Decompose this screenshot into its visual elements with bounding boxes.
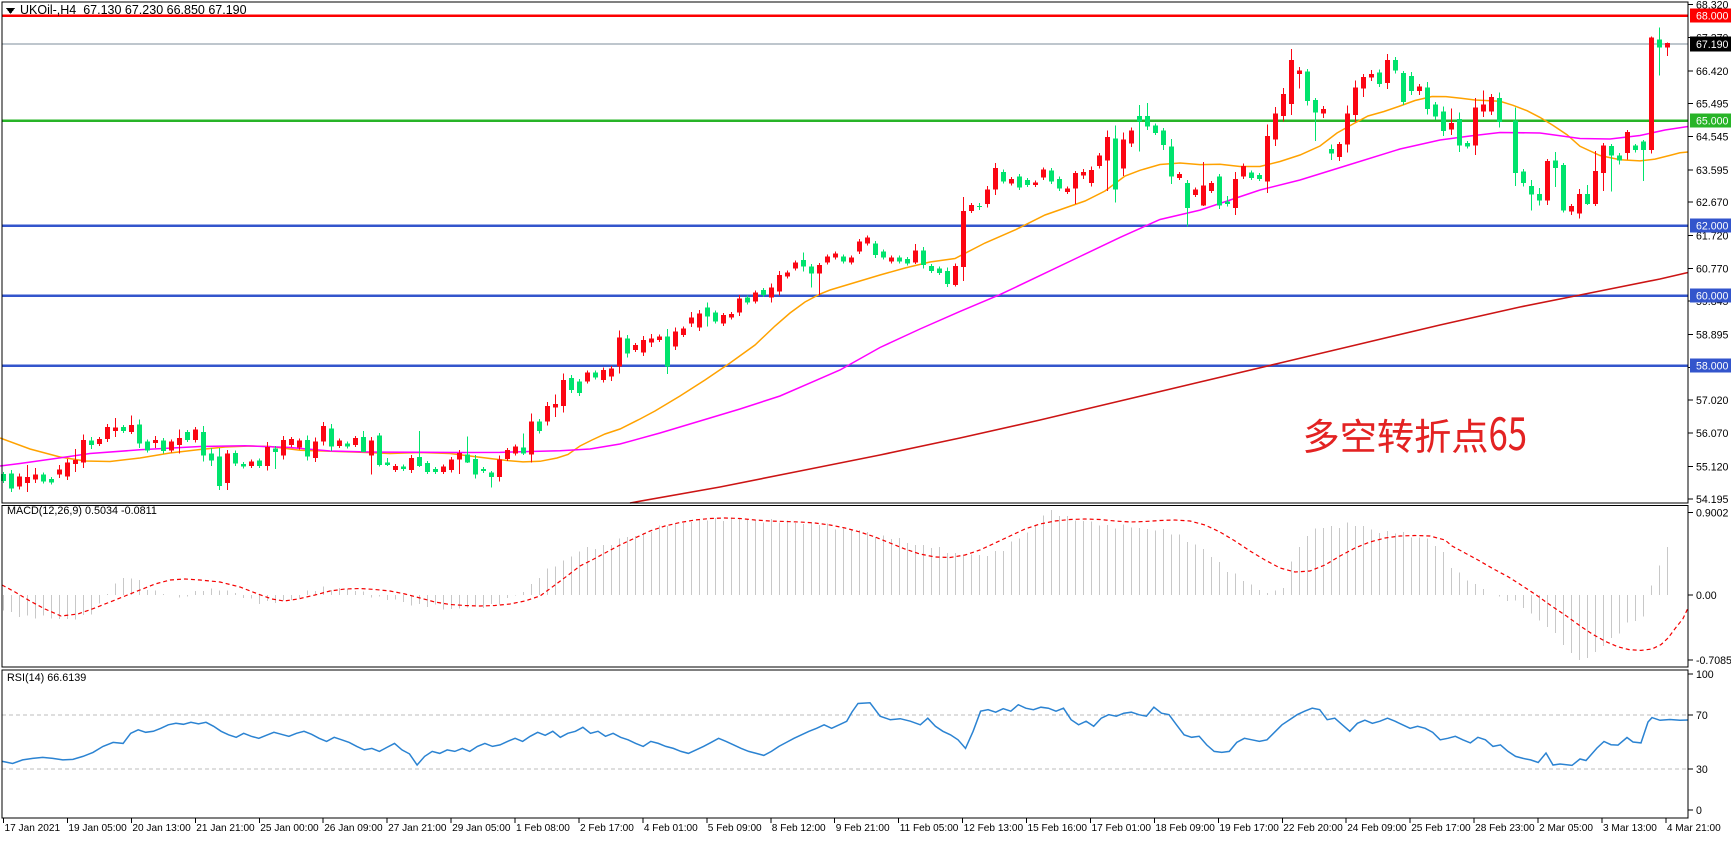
svg-text:4 Mar 21:00: 4 Mar 21:00 xyxy=(1667,823,1721,834)
svg-text:MACD(12,26,9) 0.5034 -0.0811: MACD(12,26,9) 0.5034 -0.0811 xyxy=(7,505,157,517)
svg-text:27 Jan 21:00: 27 Jan 21:00 xyxy=(388,823,447,834)
svg-text:1 Feb 08:00: 1 Feb 08:00 xyxy=(516,823,570,834)
svg-text:60.770: 60.770 xyxy=(1696,264,1729,276)
svg-text:22 Feb 20:00: 22 Feb 20:00 xyxy=(1283,823,1343,834)
svg-text:-0.7085: -0.7085 xyxy=(1696,655,1731,667)
svg-text:56.070: 56.070 xyxy=(1696,428,1729,440)
svg-text:12 Feb 13:00: 12 Feb 13:00 xyxy=(964,823,1024,834)
svg-text:100: 100 xyxy=(1696,669,1714,681)
svg-text:RSI(14) 66.6139: RSI(14) 66.6139 xyxy=(7,672,86,684)
svg-text:62.000: 62.000 xyxy=(1696,221,1729,233)
svg-text:21 Jan 21:00: 21 Jan 21:00 xyxy=(196,823,255,834)
svg-text:57.020: 57.020 xyxy=(1696,395,1729,407)
svg-text:64.545: 64.545 xyxy=(1696,132,1729,144)
svg-text:25 Jan 00:00: 25 Jan 00:00 xyxy=(260,823,319,834)
svg-text:18 Feb 09:00: 18 Feb 09:00 xyxy=(1155,823,1215,834)
svg-text:29 Jan 05:00: 29 Jan 05:00 xyxy=(452,823,511,834)
svg-text:60.000: 60.000 xyxy=(1696,291,1729,303)
svg-text:30: 30 xyxy=(1696,764,1708,776)
svg-text:0.00: 0.00 xyxy=(1696,590,1717,602)
svg-text:11 Feb 05:00: 11 Feb 05:00 xyxy=(900,823,959,834)
svg-text:54.195: 54.195 xyxy=(1696,494,1729,506)
svg-text:58.895: 58.895 xyxy=(1696,329,1729,341)
svg-text:9 Feb 21:00: 9 Feb 21:00 xyxy=(836,823,890,834)
svg-text:68.320: 68.320 xyxy=(1696,0,1729,12)
svg-text:24 Feb 09:00: 24 Feb 09:00 xyxy=(1347,823,1407,834)
svg-text:67.190: 67.190 xyxy=(1696,39,1729,51)
svg-text:65.495: 65.495 xyxy=(1696,98,1729,110)
svg-text:5 Feb 09:00: 5 Feb 09:00 xyxy=(708,823,762,834)
svg-text:61.720: 61.720 xyxy=(1696,231,1729,243)
svg-text:17 Jan 2021: 17 Jan 2021 xyxy=(5,823,61,834)
svg-text:15 Feb 16:00: 15 Feb 16:00 xyxy=(1028,823,1088,834)
svg-text:26 Jan 09:00: 26 Jan 09:00 xyxy=(324,823,383,834)
svg-text:20 Jan 13:00: 20 Jan 13:00 xyxy=(132,823,191,834)
svg-text:4 Feb 01:00: 4 Feb 01:00 xyxy=(644,823,698,834)
svg-text:58.000: 58.000 xyxy=(1696,361,1729,373)
svg-text:0.9002: 0.9002 xyxy=(1696,508,1729,520)
svg-text:70: 70 xyxy=(1696,710,1708,722)
svg-text:25 Feb 17:00: 25 Feb 17:00 xyxy=(1411,823,1471,834)
svg-text:8 Feb 12:00: 8 Feb 12:00 xyxy=(772,823,826,834)
svg-text:17 Feb 01:00: 17 Feb 01:00 xyxy=(1092,823,1152,834)
svg-text:55.120: 55.120 xyxy=(1696,462,1729,474)
svg-text:0: 0 xyxy=(1696,805,1702,817)
svg-text:66.420: 66.420 xyxy=(1696,66,1729,78)
svg-text:2 Mar 05:00: 2 Mar 05:00 xyxy=(1539,823,1593,834)
svg-text:2 Feb 17:00: 2 Feb 17:00 xyxy=(580,823,634,834)
svg-text:63.595: 63.595 xyxy=(1696,165,1729,177)
svg-text:68.000: 68.000 xyxy=(1696,11,1729,23)
svg-text:19 Feb 17:00: 19 Feb 17:00 xyxy=(1219,823,1279,834)
svg-text:28 Feb 23:00: 28 Feb 23:00 xyxy=(1475,823,1535,834)
svg-text:19 Jan 05:00: 19 Jan 05:00 xyxy=(68,823,127,834)
svg-text:65.000: 65.000 xyxy=(1696,116,1729,128)
svg-text:62.670: 62.670 xyxy=(1696,197,1729,209)
svg-text:UKOil-,H4 67.130 67.230 66.85: UKOil-,H4 67.130 67.230 66.850 67.190 xyxy=(20,3,247,17)
svg-text:3 Mar 13:00: 3 Mar 13:00 xyxy=(1603,823,1657,834)
